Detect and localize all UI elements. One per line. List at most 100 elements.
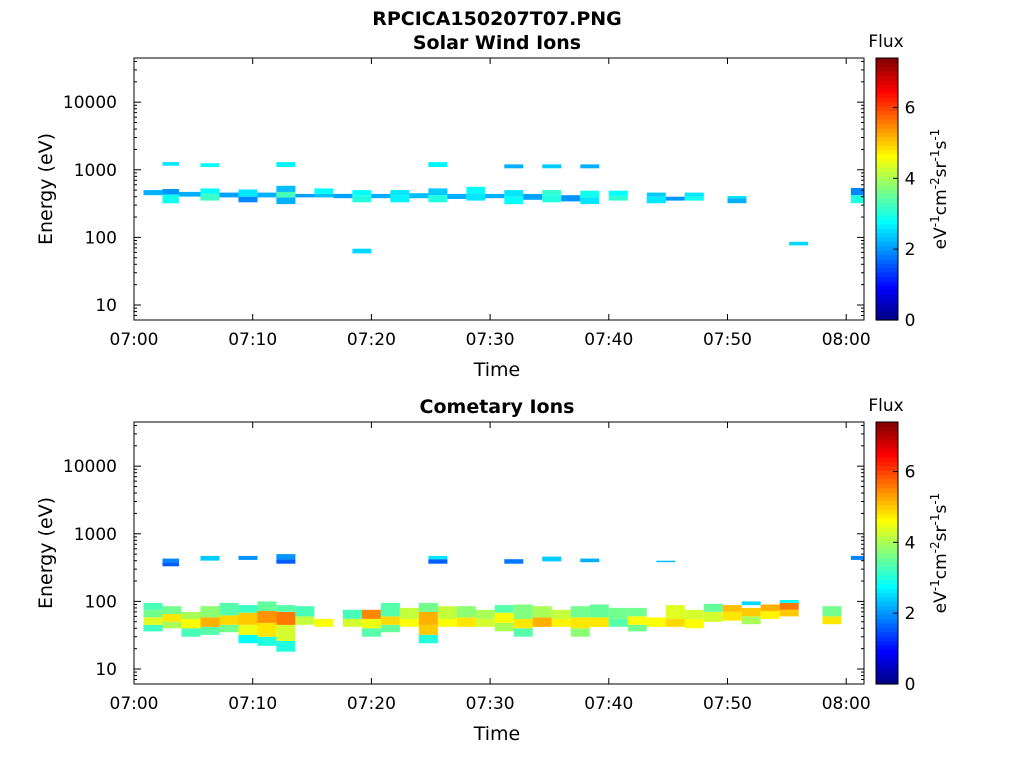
colorbar-segment (876, 474, 898, 480)
flux-cell (722, 611, 742, 621)
colorbar-segment (876, 452, 898, 458)
colorbar-segment (876, 635, 898, 641)
colorbar-segment (876, 443, 898, 449)
flux-cell (276, 559, 296, 564)
flux-cell (570, 628, 590, 637)
flux-cell (580, 190, 600, 198)
flux-cell (333, 193, 353, 199)
flux-cell (703, 603, 723, 612)
flux-cell (179, 191, 201, 197)
flux-cell (181, 611, 201, 619)
flux-cell (399, 618, 419, 627)
colorbar-segment (876, 662, 898, 668)
x-axis-label: Time (473, 723, 521, 745)
flux-cell (779, 602, 799, 610)
flux-cell (276, 624, 296, 641)
colorbar-segment (876, 167, 898, 173)
flux-cell (542, 195, 562, 203)
flux-cell (143, 602, 163, 610)
colorbar-segment (876, 97, 898, 103)
flux-cell (143, 617, 163, 625)
x-tick-label: 07:40 (584, 330, 633, 350)
unit-base: sr (931, 525, 951, 541)
x-tick-label: 07:20 (347, 694, 396, 714)
flux-cell (361, 609, 381, 619)
flux-cell (428, 559, 448, 564)
colorbar-segment (876, 640, 898, 646)
flux-cell (276, 611, 296, 625)
flux-cell (428, 162, 448, 167)
flux-cell (589, 604, 609, 618)
plot-area (134, 58, 864, 320)
colorbar-segment (876, 679, 898, 685)
flux-cell (257, 636, 277, 646)
colorbar-segment (876, 302, 898, 308)
unit-exponent: -1 (928, 215, 942, 227)
flux-cell (456, 617, 476, 627)
flux-cell (295, 616, 315, 625)
flux-cell (447, 193, 467, 199)
flux-cell (656, 560, 676, 563)
flux-cell (143, 609, 163, 618)
colorbar-segment (876, 136, 898, 142)
flux-cell (361, 628, 381, 637)
colorbar-segment (876, 609, 898, 615)
flux-cell (608, 618, 628, 627)
colorbar-title: Flux (868, 32, 903, 52)
flux-cell (504, 559, 524, 564)
colorbar-segment (876, 84, 898, 90)
colorbar-tick-label: 0 (905, 675, 916, 695)
flux-cell (850, 195, 864, 204)
flux-cell (727, 198, 747, 204)
y-tick-label: 1000 (74, 525, 117, 545)
flux-cell (219, 602, 239, 616)
colorbar-segment (876, 114, 898, 120)
flux-cell (342, 609, 362, 619)
unit-exponent: -1 (928, 514, 942, 526)
flux-cell (200, 163, 220, 167)
flux-cell (627, 607, 647, 617)
colorbar-segment (876, 245, 898, 251)
plot-area (134, 422, 864, 684)
flux-cell (456, 606, 476, 618)
flux-cell (380, 602, 400, 617)
colorbar-segment (876, 653, 898, 659)
colorbar-segment (876, 601, 898, 606)
x-tick-label: 08:00 (822, 694, 871, 714)
flux-cell (257, 622, 277, 637)
colorbar-segment (876, 110, 898, 116)
colorbar-segment (876, 189, 898, 194)
colorbar-segment (876, 232, 898, 238)
flux-cell (276, 162, 296, 167)
flux-cell (143, 190, 163, 196)
colorbar-segment (876, 306, 898, 312)
colorbar-segment (876, 154, 898, 160)
colorbar-segment (876, 223, 898, 229)
flux-cell (608, 196, 628, 201)
flux-cell (665, 196, 685, 201)
flux-cell (589, 617, 609, 627)
flux-cell (418, 611, 438, 625)
colorbar-segment (876, 184, 898, 190)
colorbar-segment (876, 657, 898, 663)
y-tick-label: 10 (95, 296, 117, 316)
flux-cell (665, 618, 685, 627)
y-tick-label: 10000 (63, 457, 117, 477)
flux-cell (238, 634, 258, 644)
flux-cell (684, 192, 704, 197)
colorbar-segment (876, 548, 898, 554)
plot-frame (133, 421, 865, 685)
colorbar-segment (876, 557, 898, 563)
flux-cell (627, 616, 647, 625)
flux-cell (437, 618, 457, 627)
flux-cell (779, 600, 799, 603)
colorbar-frame (875, 421, 899, 685)
colorbar-segment (876, 483, 898, 489)
flux-cell (760, 611, 780, 619)
flux-cell (822, 606, 842, 617)
colorbar-segment (876, 426, 898, 432)
colorbar-segment (876, 553, 898, 558)
flux-cell (551, 609, 571, 619)
flux-cell (371, 193, 391, 199)
flux-cell (257, 601, 277, 611)
